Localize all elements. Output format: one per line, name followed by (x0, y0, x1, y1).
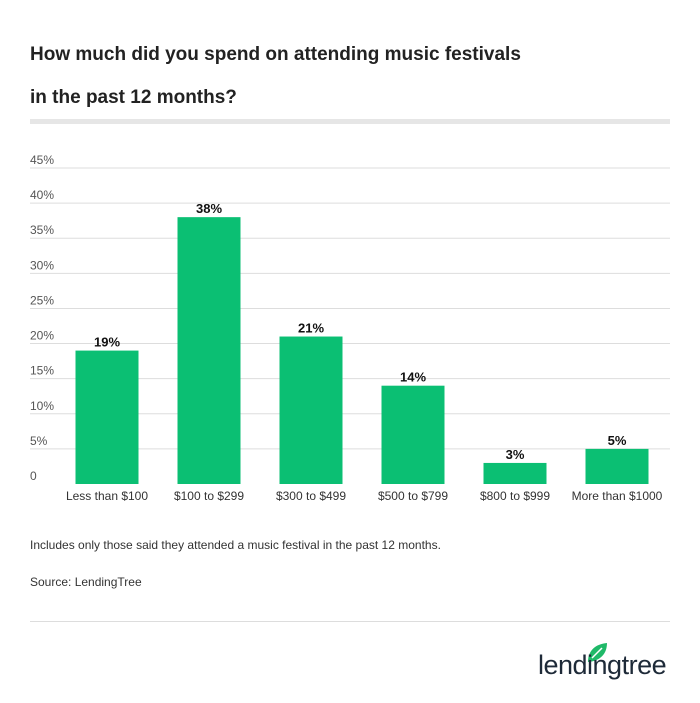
y-tick-label: 10% (30, 399, 54, 413)
x-tick-label: $100 to $299 (174, 489, 244, 503)
x-tick-label: $800 to $999 (480, 489, 550, 503)
bar (177, 217, 241, 484)
bar (75, 350, 139, 484)
x-tick-label: $300 to $499 (276, 489, 346, 503)
y-tick-label: 45% (30, 153, 54, 167)
data-label: 21% (298, 321, 324, 336)
bar (381, 385, 445, 484)
leaf-icon (588, 643, 607, 662)
bar-chart: 0 5% 10% 15% 20% 25% 30% 35% 40% 45% 19% Less than … (30, 153, 670, 503)
y-tick-label: 25% (30, 293, 54, 307)
bar (585, 448, 649, 484)
chart-title-line1: How much did you spend on attending musi… (30, 44, 521, 65)
data-label: 14% (400, 370, 426, 385)
lendingtree-logo: lendingtree (538, 640, 668, 685)
y-tick-label: 20% (30, 329, 54, 343)
data-label: 5% (608, 433, 627, 448)
y-tick-label: 0 (30, 469, 37, 483)
y-tick-label: 5% (30, 434, 48, 448)
title-divider (30, 119, 670, 124)
y-tick-label: 15% (30, 364, 54, 378)
bar (483, 462, 547, 484)
data-label: 19% (94, 335, 120, 350)
footnote: Includes only those said they attended a… (30, 538, 441, 552)
data-label: 3% (506, 447, 525, 462)
footer-divider (30, 621, 670, 622)
y-tick-label: 35% (30, 223, 54, 237)
x-tick-label: Less than $100 (66, 489, 148, 503)
x-tick-label: $500 to $799 (378, 489, 448, 503)
data-label: 38% (196, 201, 222, 216)
y-tick-label: 30% (30, 258, 54, 272)
y-tick-label: 40% (30, 188, 54, 202)
x-tick-label: More than $1000 (572, 489, 663, 503)
source-note: Source: LendingTree (30, 575, 142, 589)
logo-text: lendingtree (538, 650, 667, 680)
chart-title-line2: in the past 12 months? (30, 87, 237, 108)
bar (279, 336, 343, 484)
